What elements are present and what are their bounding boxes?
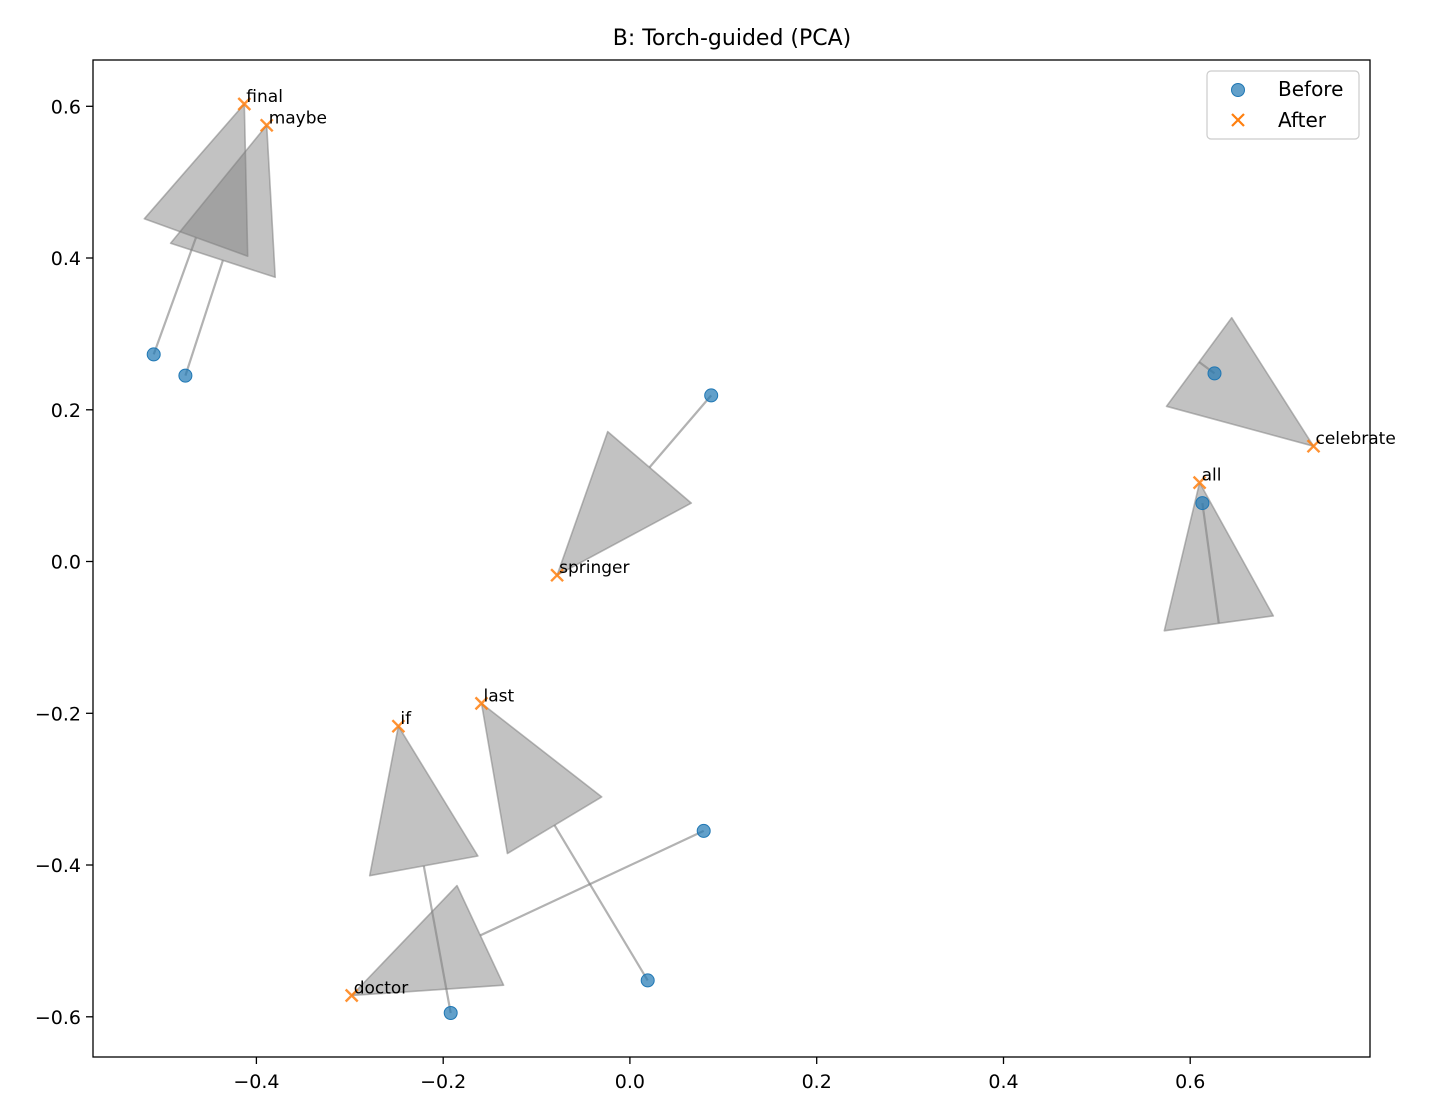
after-point-springer <box>550 568 564 583</box>
after-point-final <box>237 97 252 111</box>
y-tick-label-1: −0.4 <box>35 855 81 877</box>
x-tick-label-1: −0.2 <box>420 1071 466 1093</box>
chart-title: B: Torch-guided (PCA) <box>613 26 852 51</box>
arrow-shaft-all <box>1201 502 1220 624</box>
legend-after-marker <box>1231 113 1245 127</box>
before-point-springer <box>704 388 719 403</box>
after-point-if <box>391 719 406 734</box>
after-points <box>237 97 1321 1003</box>
x-tick-label-4: 0.4 <box>988 1071 1018 1093</box>
arrow-head-final <box>143 103 249 258</box>
arrow-head-doctor <box>350 884 505 997</box>
legend-before-label: Before <box>1278 77 1343 101</box>
before-point-if <box>443 1006 458 1020</box>
x-tick-label-3: 0.2 <box>802 1071 832 1093</box>
after-point-maybe <box>259 118 274 133</box>
arrow-shaft-springer <box>648 394 713 469</box>
arrow-head-if <box>368 725 479 877</box>
after-point-all <box>1192 475 1207 490</box>
arrow-head-last <box>480 702 603 855</box>
y-tick-label-2: −0.2 <box>35 703 81 725</box>
arrow-shaft-last <box>553 824 649 981</box>
x-tick-label-2: 0.0 <box>615 1071 645 1093</box>
legend-before-marker <box>1231 83 1245 97</box>
arrow-head-celebrate <box>1165 316 1315 448</box>
legend-frame <box>1206 70 1360 140</box>
word-label-last: last <box>484 686 515 706</box>
x-tick-label-5: 0.6 <box>1175 1071 1205 1093</box>
before-point-all <box>1195 496 1210 511</box>
arrow-shaft-final <box>152 237 198 355</box>
before-point-doctor <box>696 823 711 838</box>
after-point-doctor <box>344 988 359 1003</box>
word-label-celebrate: celebrate <box>1316 429 1396 449</box>
plot-frame <box>92 59 1371 1058</box>
after-point-celebrate <box>1306 439 1321 454</box>
before-point-celebrate <box>1207 366 1222 381</box>
y-tick-label-3: 0.0 <box>51 552 81 574</box>
y-tick-label-4: 0.2 <box>51 400 81 422</box>
before-point-last <box>640 973 655 988</box>
arrow-head-all <box>1163 481 1275 632</box>
before-point-maybe <box>178 368 193 383</box>
arrows-layer <box>143 103 1315 1014</box>
word-label-maybe: maybe <box>269 108 327 128</box>
word-label-final: final <box>246 87 283 107</box>
arrow-shaft-maybe <box>184 259 224 376</box>
y-axis-ticks: −0.6 −0.4 −0.2 0.0 0.2 0.4 0.6 <box>35 96 93 1029</box>
arrow-head-maybe <box>169 124 277 279</box>
word-label-springer: springer <box>559 558 629 578</box>
before-points <box>146 347 1222 1020</box>
x-tick-label-0: −0.4 <box>233 1071 279 1093</box>
arrow-head-springer <box>556 430 693 577</box>
legend-after-label: After <box>1278 108 1327 132</box>
word-label-if: if <box>400 709 412 729</box>
y-tick-label-5: 0.4 <box>51 248 81 270</box>
after-point-last <box>474 696 489 711</box>
before-point-final <box>146 347 161 362</box>
arrow-shaft-doctor <box>479 829 705 937</box>
legend: Before After <box>1206 70 1360 140</box>
y-tick-label-0: −0.6 <box>35 1007 81 1029</box>
word-label-all: all <box>1202 466 1222 486</box>
x-axis-ticks: −0.4 −0.2 0.0 0.2 0.4 0.6 <box>233 1057 1205 1093</box>
y-tick-label-6: 0.6 <box>51 96 81 118</box>
word-label-doctor: doctor <box>354 979 409 999</box>
